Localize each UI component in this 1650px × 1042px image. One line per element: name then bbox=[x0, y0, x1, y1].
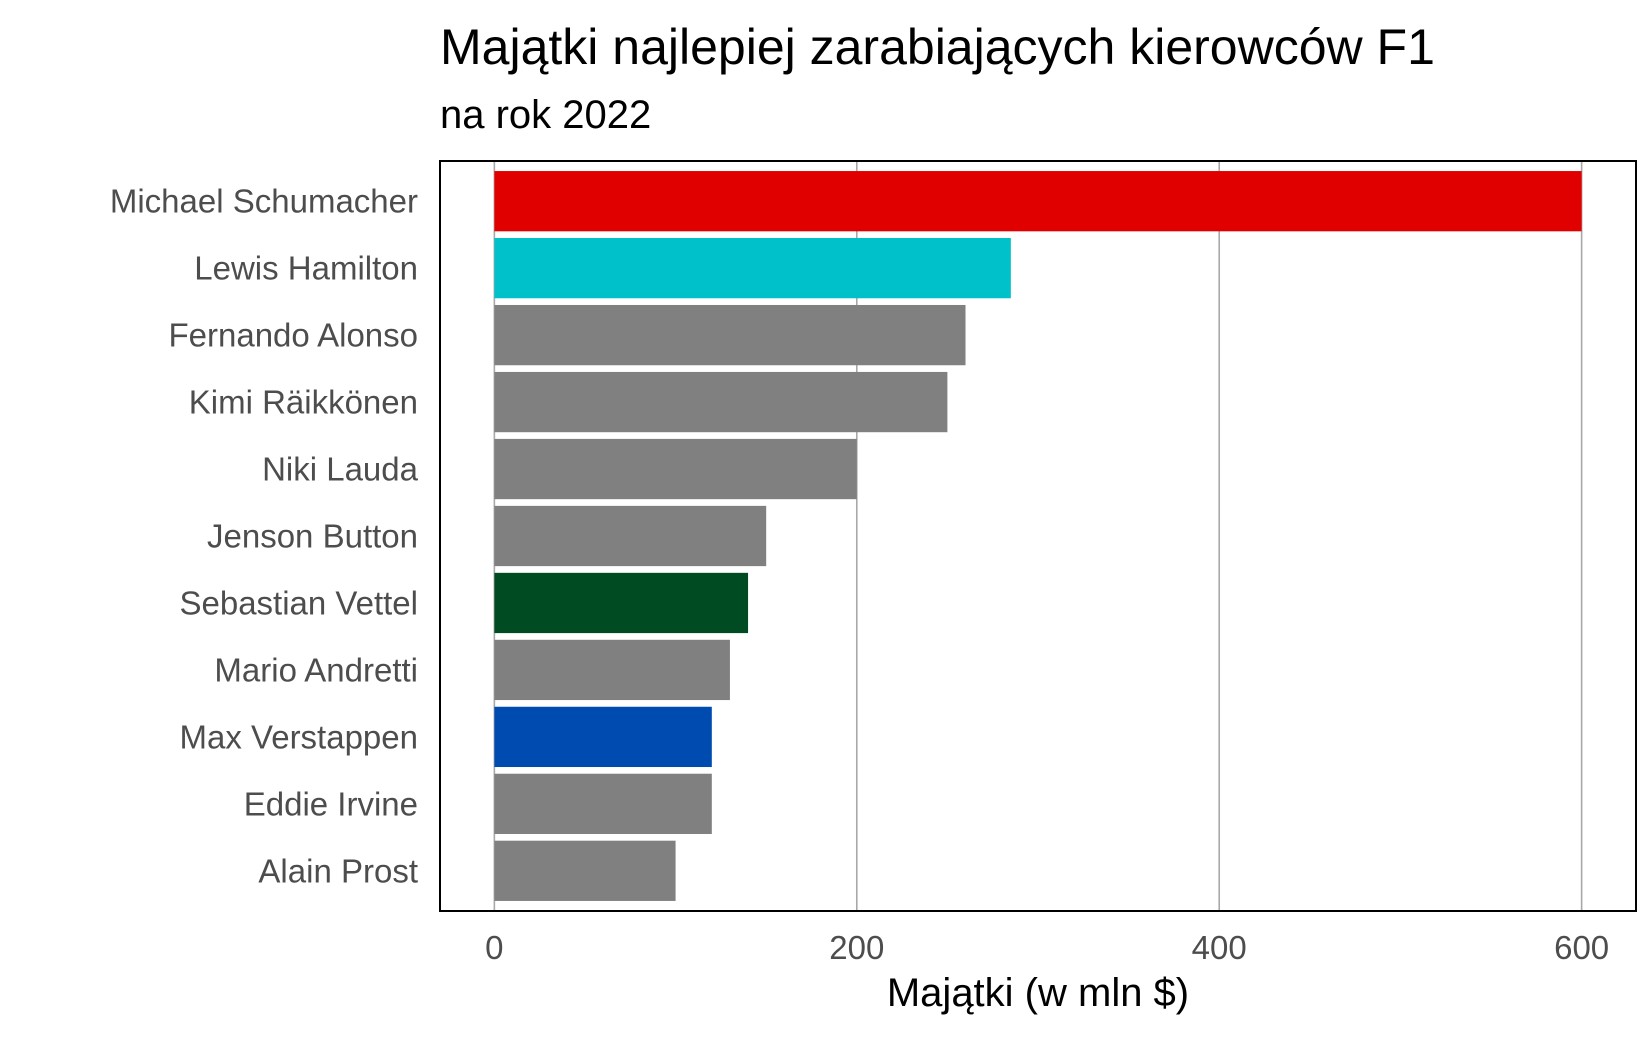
x-tick-label-200: 200 bbox=[829, 929, 884, 966]
y-label-1: Lewis Hamilton bbox=[194, 250, 418, 287]
bar-eddie-irvine bbox=[494, 773, 712, 834]
y-label-0: Michael Schumacher bbox=[110, 183, 418, 220]
bar-alain-prost bbox=[494, 840, 676, 901]
chart-subtitle: na rok 2022 bbox=[440, 93, 651, 137]
bar-sebastian-vettel bbox=[494, 572, 749, 634]
chart-title: Majątki najlepiej zarabiających kierowcó… bbox=[440, 19, 1435, 75]
x-tick-label-0: 0 bbox=[485, 929, 503, 966]
bar-max-verstappen bbox=[494, 706, 712, 768]
bar-michael-schumacher bbox=[494, 171, 1582, 232]
y-label-6: Sebastian Vettel bbox=[179, 584, 418, 621]
y-label-7: Mario Andretti bbox=[214, 651, 418, 688]
bars bbox=[494, 171, 1582, 901]
y-label-4: Niki Lauda bbox=[262, 451, 419, 488]
y-label-9: Eddie Irvine bbox=[244, 785, 418, 822]
bar-mario-andretti bbox=[494, 639, 730, 701]
x-axis-title: Majątki (w mln $) bbox=[887, 971, 1189, 1015]
x-tick-label-600: 600 bbox=[1554, 929, 1609, 966]
panel-border bbox=[439, 160, 1637, 912]
x-tick-label-400: 400 bbox=[1192, 929, 1247, 966]
x-axis-ticks: 0 200 400 600 bbox=[485, 929, 1609, 966]
y-label-5: Jenson Button bbox=[207, 518, 418, 555]
y-axis-labels: Michael Schumacher Lewis Hamilton Fernando… bbox=[110, 183, 419, 890]
bar-kimi-r-ikk-nen bbox=[494, 371, 948, 433]
bar-lewis-hamilton bbox=[494, 238, 1011, 299]
y-label-8: Max Verstappen bbox=[180, 718, 418, 755]
bar-niki-lauda bbox=[494, 438, 857, 500]
y-label-3: Kimi Räikkönen bbox=[189, 384, 418, 421]
y-label-2: Fernando Alonso bbox=[168, 317, 418, 354]
bar-jenson-button bbox=[494, 505, 767, 567]
y-label-10: Alain Prost bbox=[258, 852, 418, 889]
bar-fernando-alonso bbox=[494, 304, 966, 366]
